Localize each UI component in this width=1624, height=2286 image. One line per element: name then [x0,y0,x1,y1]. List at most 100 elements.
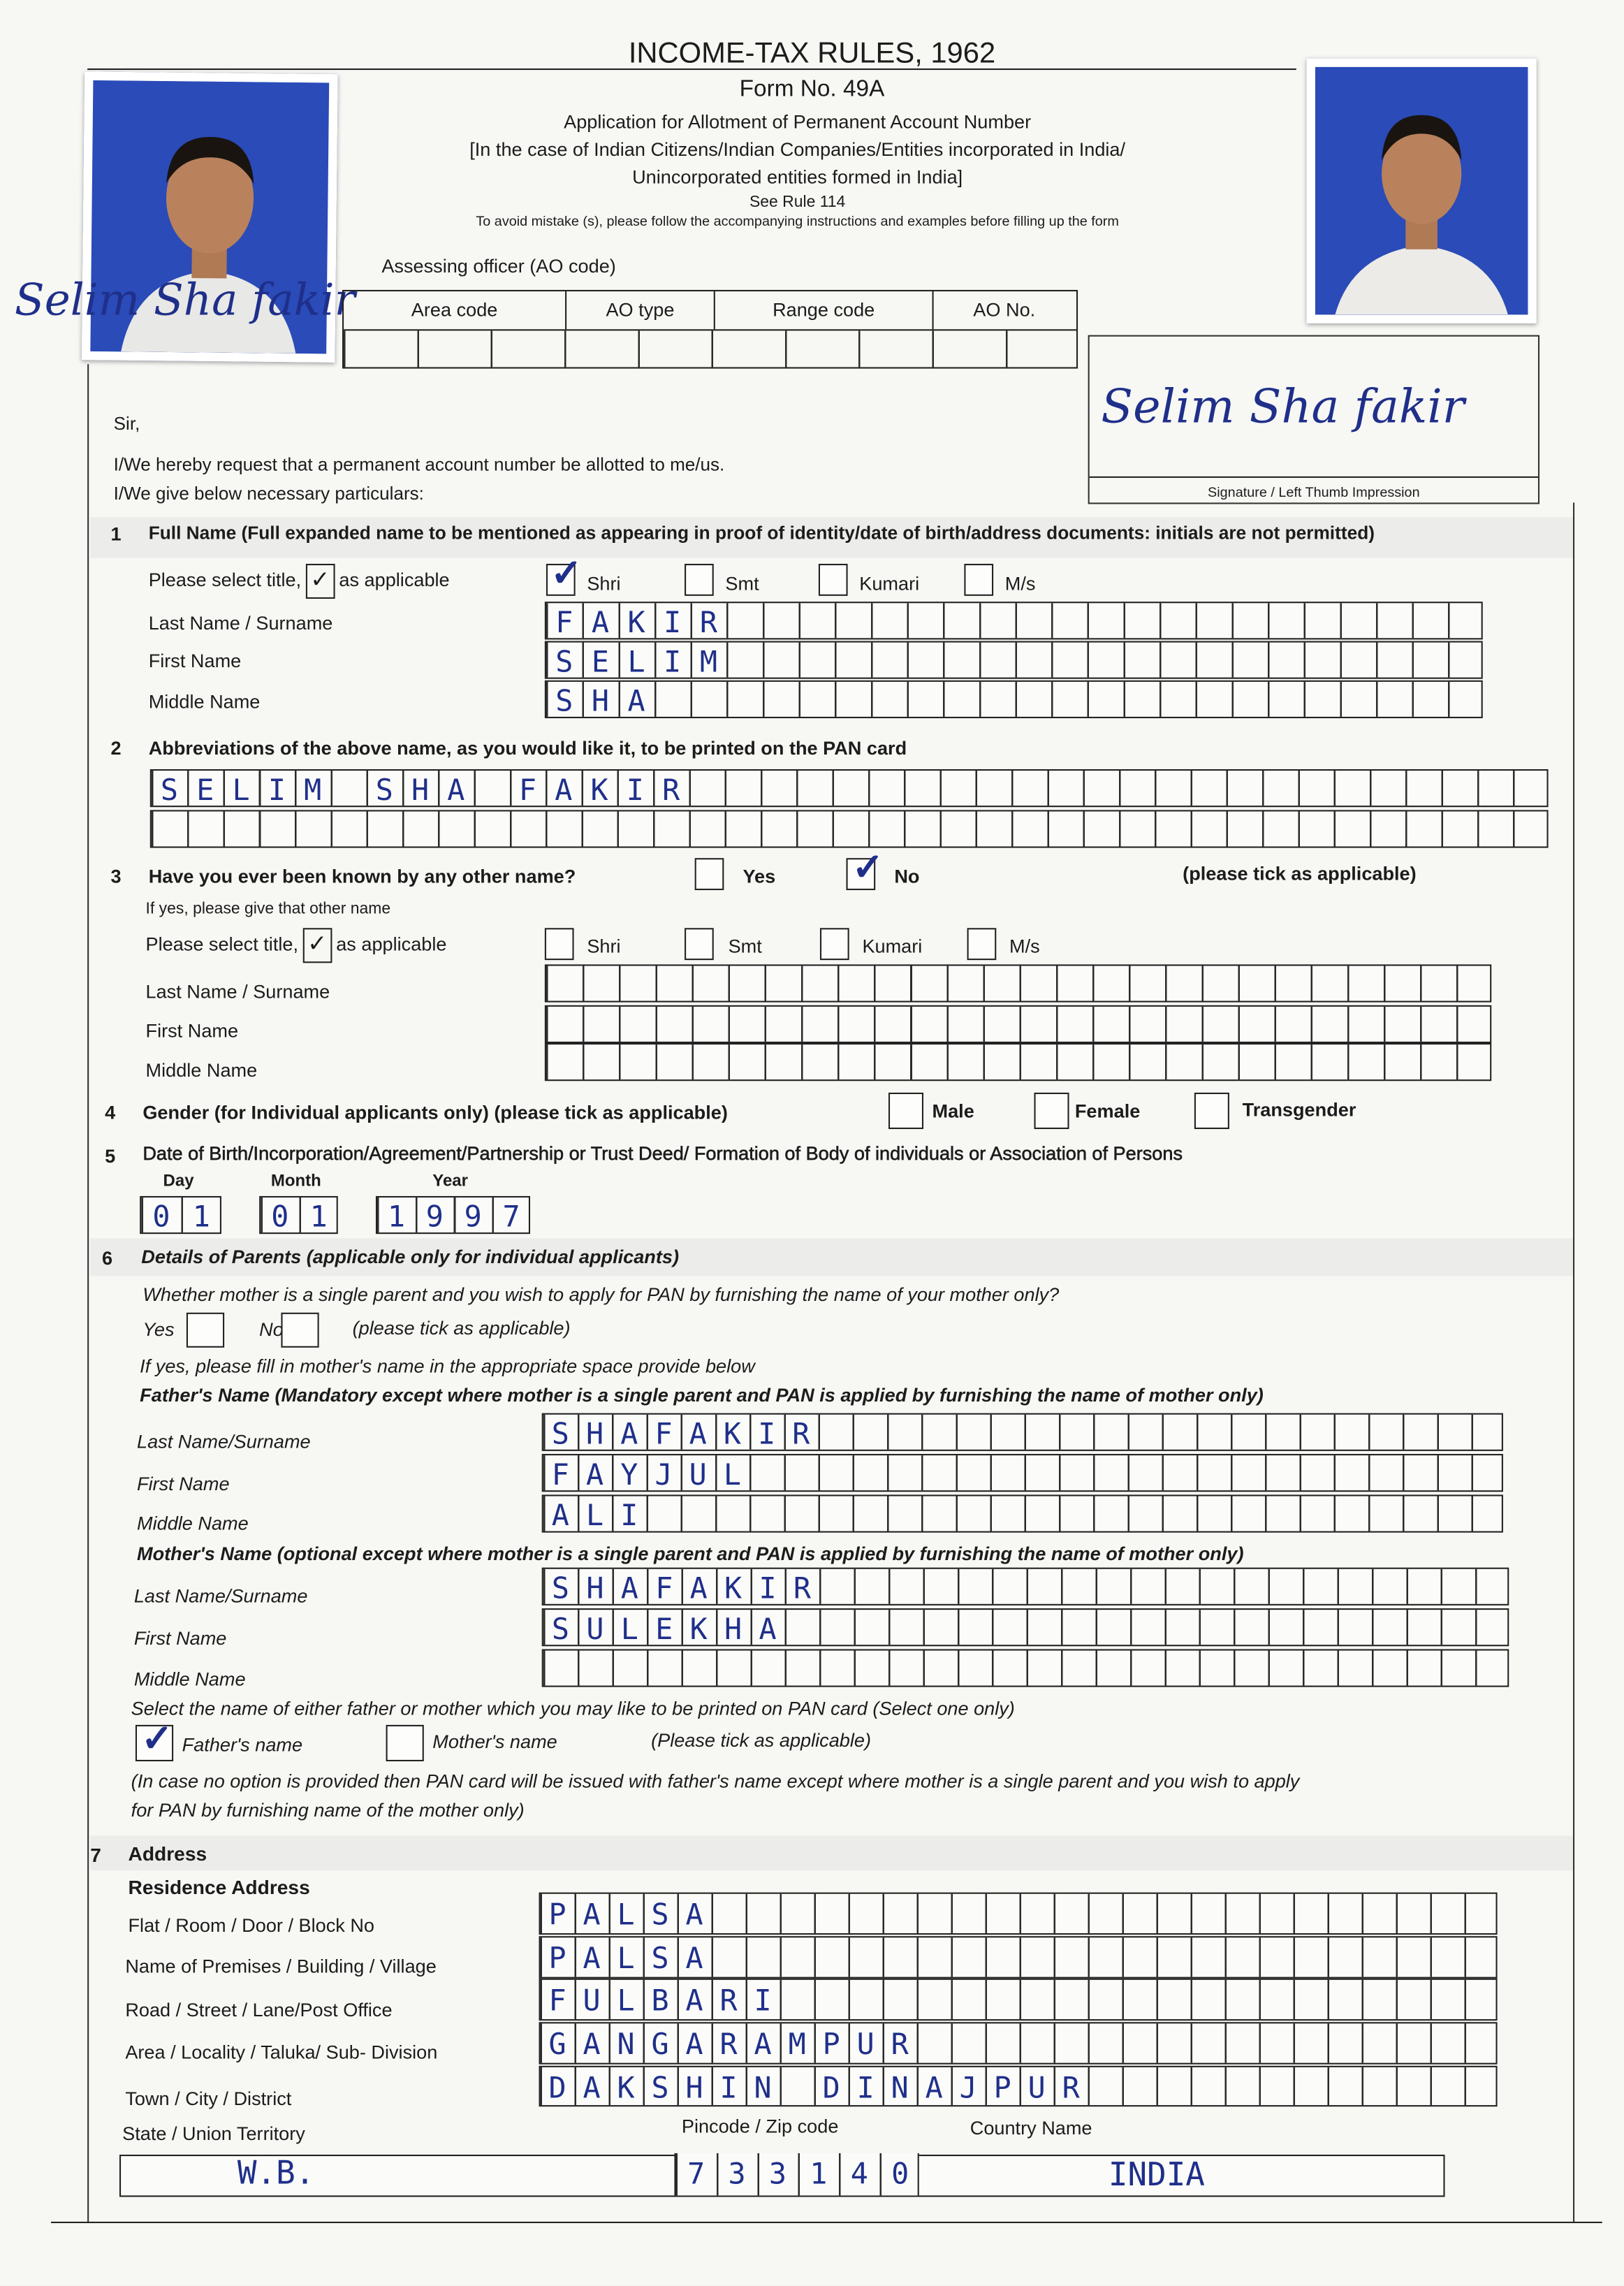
address-country-value[interactable]: INDIA [1108,2157,1205,2194]
mother-last-name-field[interactable]: SHAFAKIR [541,1567,1509,1606]
address-area-field[interactable]: GANGARAMPUR [539,2022,1498,2065]
applicant-photo-left [81,71,338,363]
checkmark-icon: ✓ [302,928,332,963]
s3-title-shri-checkbox[interactable] [544,928,574,961]
dob-day-field[interactable]: 01 [140,1195,221,1235]
s1-middle-name-value: SHA [555,683,664,719]
s1-middle-name-field[interactable]: SHA [544,680,1483,719]
dob-month-field[interactable]: 01 [259,1195,338,1235]
s6-number: 6 [101,1246,113,1269]
form-scope-2: Unincorporated entities formed in India] [632,166,963,188]
s1-last-name-field[interactable]: FAKIR [544,602,1483,640]
s2-abbreviation-line-1[interactable]: SELIM SHA FAKIR [149,769,1549,808]
person-photo-icon [1315,67,1528,315]
address-town-field[interactable]: DAKSHIN DINAJPUR [539,2065,1498,2107]
address-pincode-value: 733140 [687,2156,932,2192]
gender-male-checkbox[interactable] [888,1092,924,1130]
person-photo-icon [92,80,328,354]
title-rule [87,68,1296,71]
checkmark-icon: ✓ [550,551,583,595]
dob-year-field[interactable]: 1997 [375,1195,531,1235]
s1-first-name-field[interactable]: SELIM [544,641,1483,679]
s3-title-kumari-checkbox[interactable] [819,928,849,961]
s1-middle-name-label: Middle Name [148,690,261,713]
father-first-name-value: FAYJUL [551,1457,759,1492]
ao-code-label: Assessing officer (AO code) [381,254,616,277]
s1-title-ms-checkbox[interactable] [964,563,994,596]
ao-type-header: AO type [566,291,715,330]
address-premises-field[interactable]: PALSA [539,1936,1498,1979]
address-road-value: FULBARI [548,1982,789,2018]
print-name-tick-note: (Please tick as applicable) [651,1729,872,1752]
s2-abbreviation-line-2[interactable] [149,810,1549,848]
s7-number: 7 [90,1844,101,1867]
gender-transgender-checkbox[interactable] [1194,1092,1229,1130]
particulars-text: I/We give below necessary particulars: [113,483,424,504]
s2-heading: Abbreviations of the above name, as you … [148,737,907,759]
address-flat-value: PALSA [548,1896,720,1932]
gender-female-checkbox[interactable] [1034,1092,1069,1130]
address-state-value[interactable]: W.B. [237,2156,315,2193]
single-parent-yes-checkbox[interactable] [186,1312,225,1348]
address-premises-label: Name of Premises / Building / Village [125,1955,437,1977]
address-country-label: Country Name [970,2116,1092,2139]
father-middle-name-label: Middle Name [137,1512,249,1534]
ao-code-cells[interactable] [344,329,1076,369]
applicant-signature: Selim Sha fakir [1101,379,1465,435]
s3-last-name-field[interactable] [544,964,1492,1003]
mother-first-name-value: SULEKHA [551,1611,793,1647]
s2-number: 2 [110,737,122,759]
s1-title-smt-checkbox[interactable] [685,563,714,596]
father-last-name-field[interactable]: SHAFAKIR [541,1413,1503,1451]
father-first-name-field[interactable]: FAYJUL [541,1454,1503,1492]
s3-middle-name-field[interactable] [544,1043,1492,1082]
s3-number: 3 [110,865,122,887]
section-band [90,1835,1574,1871]
s1-title-ms-label: M/s [1004,572,1036,595]
checkmark-icon: ✓ [305,563,335,599]
salutation: Sir, [113,414,140,435]
mother-middle-name-field[interactable] [541,1649,1509,1687]
s3-title-ms-label: M/s [1009,935,1040,957]
print-father-name-checkbox[interactable] [135,1724,174,1762]
address-flat-field[interactable]: PALSA [539,1892,1498,1935]
s3-question: Have you ever been known by any other na… [148,865,576,887]
s3-title-ms-checkbox[interactable] [967,928,997,961]
s2-abbreviation-value-1: SELIM SHA FAKIR [160,772,698,808]
s3-no-checkbox[interactable] [846,858,876,891]
s5-number: 5 [105,1144,116,1167]
single-parent-no-checkbox[interactable] [281,1312,319,1348]
s1-title-prompt-pre: Please select title, [148,569,302,591]
state-pincode-country-row: W.B. 733140 INDIA [119,2153,1445,2197]
father-middle-name-field[interactable]: ALI [541,1494,1503,1533]
form-subtitle: Application for Allotment of Permanent A… [564,110,1032,133]
father-middle-name-value: ALI [551,1497,655,1533]
s3-last-name-label: Last Name / Surname [145,980,330,1003]
s1-title-shri-checkbox[interactable] [546,563,576,596]
gender-male-label: Male [932,1100,974,1122]
ao-code-table: Area code AO type Range code AO No. [342,289,1078,369]
form-title: INCOME-TAX RULES, 1962 [628,38,996,71]
s1-last-name-label: Last Name / Surname [148,611,333,634]
s3-tick-note: (please tick as applicable) [1183,862,1417,884]
address-road-field[interactable]: FULBARI [539,1978,1498,2021]
print-name-footnote-2: for PAN by furnishing name of the mother… [131,1799,525,1821]
s6-no-label: No [259,1318,284,1341]
s4-number: 4 [105,1101,116,1123]
mother-first-name-field[interactable]: SULEKHA [541,1608,1509,1647]
s1-title-kumari-checkbox[interactable] [818,563,848,596]
s3-title-prompt: Please select title, ✓ as applicable [146,928,446,963]
s3-yes-checkbox[interactable] [694,858,724,891]
signature-box[interactable]: Selim Sha fakir Signature / Left Thumb I… [1088,335,1540,504]
s1-last-name-value: FAKIR [555,604,736,640]
address-pincode-field[interactable]: 733140 [674,2153,919,2197]
form-scope-1: [In the case of Indian Citizens/Indian C… [469,138,1126,161]
print-mother-name-checkbox[interactable] [386,1724,424,1762]
request-text: I/We hereby request that a permanent acc… [113,454,725,475]
s1-title-shri-label: Shri [587,572,621,595]
s3-first-name-field[interactable] [544,1005,1492,1044]
s5-heading: Date of Birth/Incorporation/Agreement/Pa… [142,1142,1183,1165]
address-area-label: Area / Locality / Taluka/ Sub- Division [125,2041,438,2063]
s3-title-smt-checkbox[interactable] [685,928,714,961]
s1-title-prompt-post: as applicable [339,569,450,591]
